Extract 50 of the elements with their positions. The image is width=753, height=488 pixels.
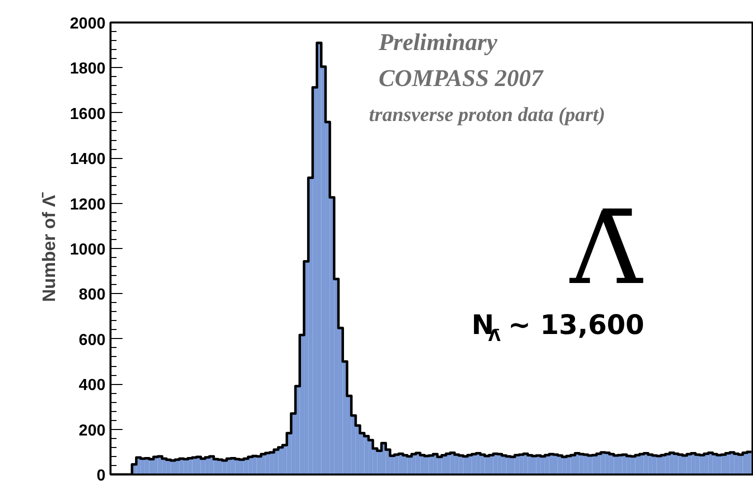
bar (562, 456, 566, 474)
y-tick-label: 1800 (70, 60, 106, 78)
y-tick-label: 800 (78, 286, 106, 304)
bar (648, 454, 652, 474)
bar (256, 456, 262, 474)
y-tick-label: 1200 (70, 196, 106, 214)
annotation: Λ̄ (568, 190, 644, 307)
bar (742, 452, 748, 474)
bar (712, 454, 717, 474)
bar (734, 454, 738, 474)
y-tick-label: 1400 (70, 151, 106, 168)
bar (424, 456, 429, 474)
bar (656, 456, 662, 474)
y-tick-label: 1600 (70, 106, 106, 123)
bar (626, 456, 631, 474)
bar (549, 454, 554, 474)
bar (584, 454, 588, 474)
y-axis-title: Number of Λ̄ (38, 192, 59, 302)
y-tick-label: 2000 (70, 16, 106, 32)
bar (519, 454, 524, 474)
y-tick-label: 400 (78, 377, 106, 394)
bar (454, 454, 459, 474)
bar (270, 452, 274, 474)
bar (592, 455, 597, 474)
y-tick-label: 1000 (70, 242, 106, 258)
bar (614, 456, 618, 474)
annotation: transverse proton data (part) (368, 104, 606, 126)
bar (476, 453, 480, 474)
bar (605, 452, 610, 474)
bar (467, 455, 472, 474)
bar (670, 452, 674, 474)
bar (402, 455, 408, 474)
annotation: Preliminary (378, 30, 498, 56)
bar (691, 453, 696, 474)
annotation: COMPASS 2007 (378, 66, 544, 92)
bar (570, 455, 576, 474)
bar (170, 460, 176, 474)
bar (700, 455, 704, 474)
bar (488, 455, 494, 474)
bar (635, 455, 640, 474)
bar (678, 454, 683, 474)
y-tick-label: 600 (78, 332, 106, 349)
bar (510, 456, 515, 474)
bar (540, 456, 545, 474)
bar (446, 454, 450, 474)
bar (498, 454, 502, 474)
y-tick-label: 200 (78, 422, 106, 440)
y-tick-label: 0 (96, 468, 106, 484)
bar (721, 454, 726, 474)
bar (278, 447, 283, 474)
